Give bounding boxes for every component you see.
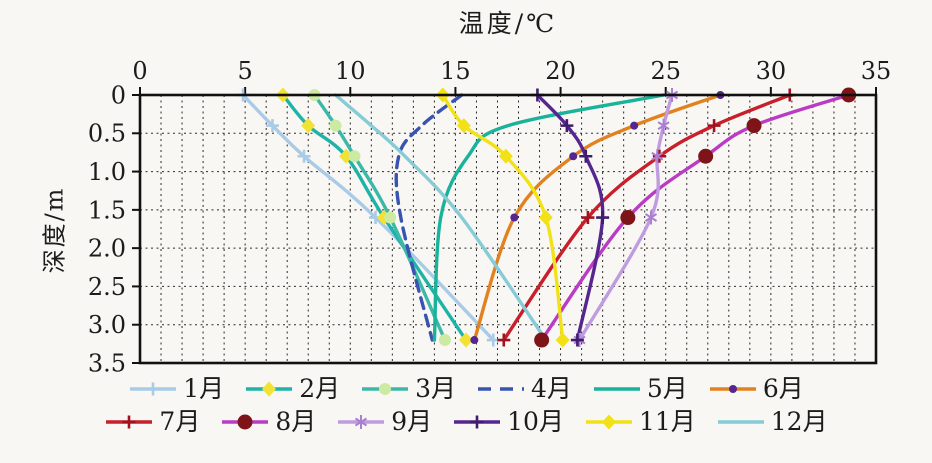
legend-label: 10月	[507, 407, 564, 437]
legend-item-7月: 7月	[104, 406, 200, 437]
legend-item-9月: 9月	[336, 406, 432, 437]
x-tick-label: 35	[861, 57, 892, 85]
x-tick-label: 15	[440, 57, 471, 85]
y-tick-label: 2.5	[88, 273, 126, 301]
series-line-4月	[394, 93, 464, 342]
legend-item-5月: 5月	[592, 373, 688, 404]
legend-swatch-9月	[338, 414, 385, 429]
legend-label: 3月	[415, 374, 456, 403]
legend-label: 1月	[183, 374, 225, 403]
legend-item-2月: 2月	[244, 373, 340, 404]
legend-label: 11月	[638, 407, 696, 437]
series-line-2月	[281, 93, 468, 342]
legend-swatch-11月	[585, 414, 632, 430]
x-tick-label: 20	[545, 57, 576, 85]
y-tick-label: 3.0	[88, 311, 126, 339]
chart-legend: 1月 2月 3月 4月 5月 6月 7月 8月 9月 10月 11月 12月	[0, 372, 932, 439]
x-axis-title: 温度/℃	[458, 9, 558, 38]
legend-swatch-1月	[130, 382, 177, 396]
legend-label: 12月	[770, 407, 828, 437]
legend-label: 7月	[159, 407, 201, 437]
legend-item-3月: 3月	[360, 373, 456, 404]
y-tick-label: 1.5	[88, 196, 126, 224]
legend-item-11月: 11月	[584, 406, 696, 437]
legend-label: 2月	[299, 374, 341, 403]
legend-label: 6月	[762, 374, 804, 403]
legend-item-6月: 6月	[708, 373, 804, 404]
y-tick-label: 2.0	[88, 235, 126, 263]
x-tick-label: 10	[335, 57, 366, 85]
legend-label: 8月	[275, 407, 317, 437]
legend-swatch-5月	[593, 386, 640, 391]
series-line-7月	[502, 93, 792, 342]
legend-swatch-12月	[717, 420, 764, 424]
series-line-11月	[441, 93, 565, 342]
series-line-3月	[312, 93, 447, 342]
x-tick-label: 30	[756, 57, 787, 85]
y-tick-label: 0.5	[88, 120, 126, 148]
legend-label: 5月	[646, 374, 688, 403]
plot-area: 0 5 10 15 20 25 30 35 0 0.5 1.0 1.5 2.0 2.5 3.0 3.5	[88, 57, 892, 372]
x-tick-label: 25	[650, 57, 681, 85]
series-line-5月	[432, 93, 666, 342]
legend-swatch-10月	[454, 415, 501, 429]
y-tick-label: 3.5	[88, 349, 126, 372]
legend-swatch-3月	[362, 382, 409, 395]
legend-swatch-8月	[222, 414, 269, 430]
legend-item-1月: 1月	[128, 373, 224, 404]
series-line-12月	[333, 93, 548, 342]
series-line-10月	[535, 93, 605, 342]
x-tick-label: 0	[132, 57, 147, 85]
x-tick-label: 5	[238, 57, 253, 85]
legend-row-2: 7月 8月 9月 10月 11月 12月	[0, 405, 932, 438]
legend-swatch-6月	[709, 384, 756, 393]
series-line-1月	[241, 93, 495, 342]
legend-label: 9月	[391, 407, 433, 437]
legend-swatch-7月	[106, 415, 153, 429]
series-line-8月	[539, 93, 851, 342]
legend-row-1: 1月 2月 3月 4月 5月 6月	[0, 372, 932, 405]
legend-item-4月: 4月	[476, 373, 572, 404]
legend-item-12月: 12月	[716, 406, 828, 437]
series-line-9月	[577, 93, 674, 342]
legend-swatch-4月	[478, 386, 524, 391]
legend-swatch-2月	[246, 381, 293, 397]
legend-item-10月: 10月	[452, 406, 564, 437]
legend-item-8月: 8月	[220, 406, 316, 437]
legend-label: 4月	[531, 374, 572, 403]
y-tick-label: 0	[111, 81, 126, 109]
y-tick-label: 1.0	[88, 158, 126, 186]
